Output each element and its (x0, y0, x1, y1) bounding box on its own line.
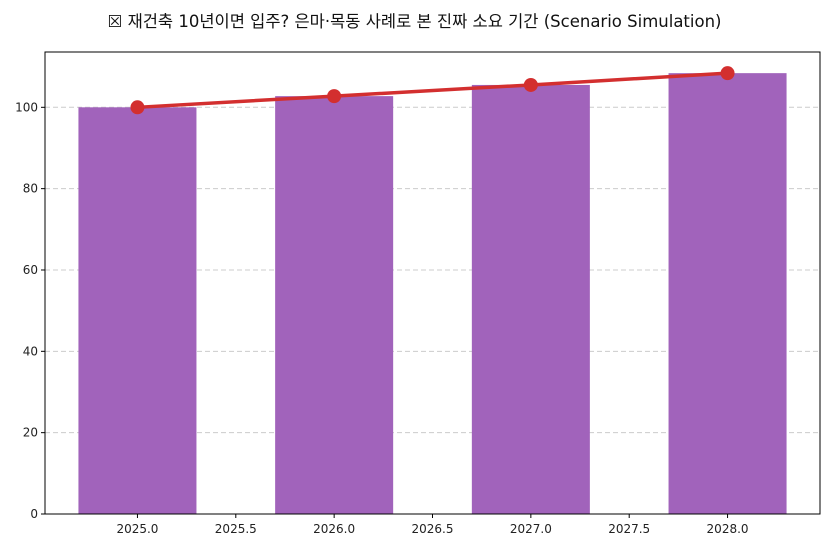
y-tick-label: 20 (23, 426, 38, 440)
x-tick-label: 2025.5 (215, 522, 257, 536)
bar (471, 84, 590, 515)
trend-line (135, 71, 730, 110)
y-tick-label: 80 (23, 182, 38, 196)
data-point-marker (523, 77, 538, 92)
x-tick-label: 2026.5 (412, 522, 454, 536)
x-tick-label: 2027.0 (510, 522, 552, 536)
x-tick-label: 2027.5 (608, 522, 650, 536)
bar (668, 73, 787, 514)
x-tick-label: 2026.0 (313, 522, 355, 536)
axes: 0 20 40 60 80 100 2025.0 2025.5 2026.0 2026.5 2027… (15, 51, 821, 536)
y-tick-label: 100 (15, 100, 38, 114)
bar-series (78, 73, 787, 515)
bar (78, 107, 197, 514)
line-series (130, 66, 735, 115)
bar (275, 96, 394, 514)
chart-title: ☒ 재건축 10년이면 입주? 은마·목동 사례로 본 진짜 소요 기간 (Sc… (107, 12, 722, 31)
y-tick-label: 0 (30, 507, 38, 521)
data-point-marker (327, 89, 342, 104)
x-tick-label: 2028.0 (707, 522, 749, 536)
data-point-marker (720, 66, 735, 81)
x-tick-label: 2025.0 (116, 522, 158, 536)
y-tick-label: 60 (23, 263, 38, 277)
data-point-marker (130, 100, 145, 115)
y-tick-label: 40 (23, 344, 38, 358)
